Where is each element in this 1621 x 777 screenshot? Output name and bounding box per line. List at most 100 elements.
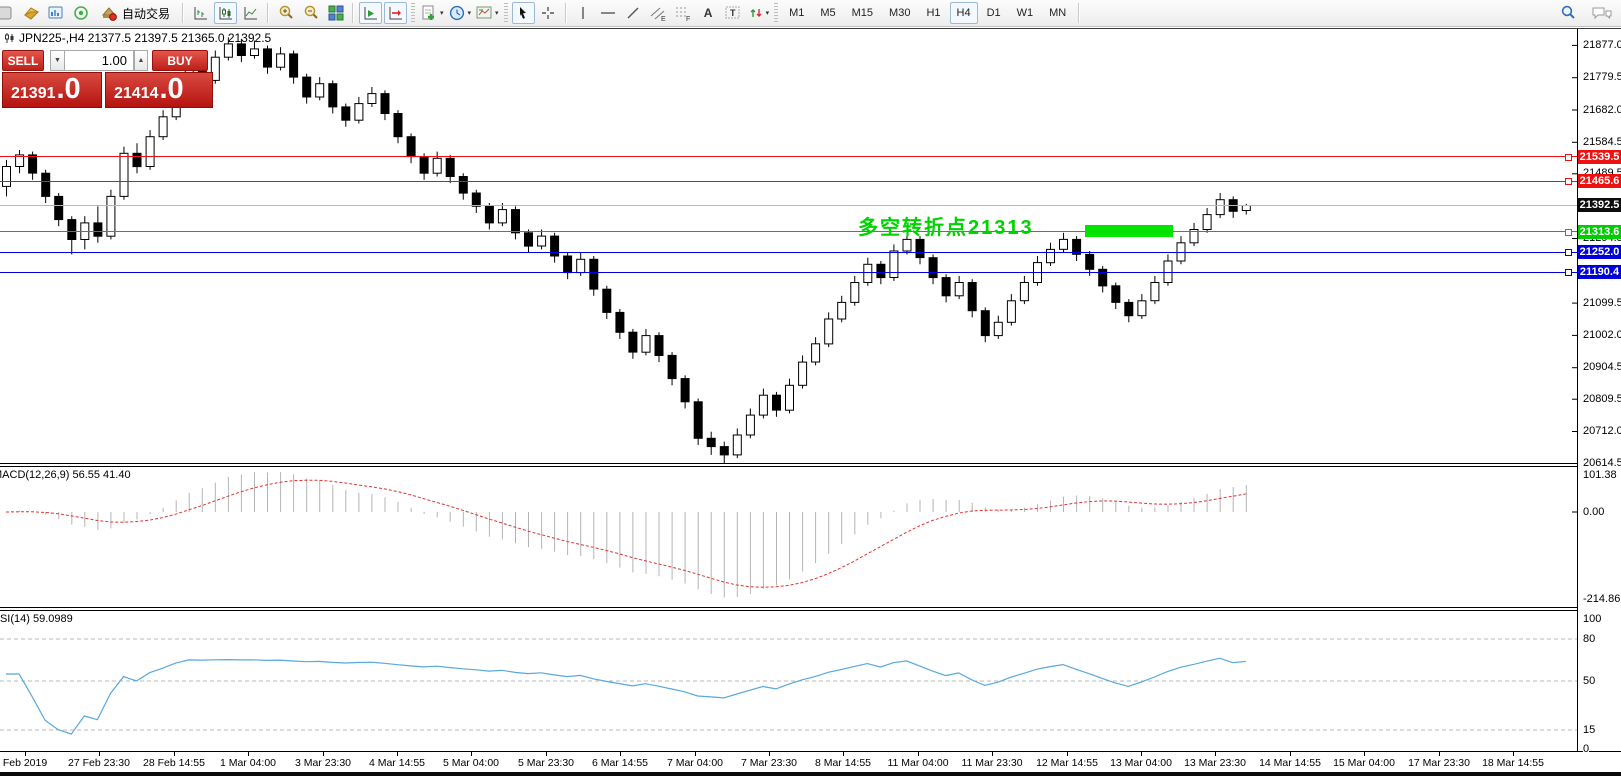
bar-chart-icon[interactable]	[189, 2, 212, 24]
svg-text:F: F	[686, 16, 690, 22]
fibonacci-tool-icon[interactable]: F	[672, 2, 695, 24]
level-anchor-handle[interactable]	[1565, 178, 1572, 185]
svg-text:E: E	[661, 16, 666, 22]
macd-pane-canvas[interactable]	[0, 467, 1577, 607]
chart-title: JPN225-,H4 21377.5 21397.5 21365.0 21392…	[3, 31, 271, 45]
volume-decrease-button[interactable]: ▼	[50, 50, 64, 71]
volume-input[interactable]	[64, 50, 134, 71]
zoom-in-icon[interactable]	[274, 2, 297, 24]
sell-price-frac: .0	[56, 73, 81, 105]
level-anchor-handle[interactable]	[1565, 229, 1572, 236]
time-axis-tick	[620, 752, 621, 756]
rsi-axis-label: 100	[1583, 613, 1602, 625]
toolbar-right-group	[1555, 2, 1615, 24]
crosshair-icon[interactable]	[537, 2, 560, 24]
time-axis-tick	[99, 752, 100, 756]
time-axis-label: 3 Mar 23:30	[294, 757, 352, 769]
clipped-icon[interactable]	[0, 2, 17, 24]
price-level-badge: 21313.6	[1578, 225, 1621, 239]
time-axis-tick	[546, 752, 547, 756]
price-axis-label: 21682.0	[1583, 104, 1621, 116]
level-anchor-handle[interactable]	[1565, 269, 1572, 276]
timeframe-m1[interactable]: M1	[789, 7, 805, 19]
rsi-pane-canvas[interactable]	[0, 611, 1577, 751]
time-axis-tick	[1141, 752, 1142, 756]
price-level-line[interactable]	[0, 272, 1577, 273]
text-tool-icon[interactable]: A	[703, 6, 713, 20]
auto-trading-button[interactable]: 自动交易	[94, 2, 177, 24]
cursor-icon[interactable]	[511, 2, 535, 24]
pivot-highlight-band[interactable]	[1085, 225, 1173, 237]
chart-title-icon	[5, 33, 14, 43]
sell-button[interactable]: SELL	[2, 50, 44, 71]
price-axis-label: 21877.0	[1583, 39, 1621, 51]
zoom-out-icon[interactable]	[299, 2, 322, 24]
new-order-icon[interactable]	[19, 2, 42, 24]
buy-price-button[interactable]: 21414 .0	[105, 72, 213, 108]
chart-shift-icon[interactable]	[384, 2, 408, 24]
pane-separator[interactable]	[0, 463, 1577, 467]
time-axis-tick	[1513, 752, 1514, 756]
signals-icon[interactable]	[69, 2, 92, 24]
rsi-axis-label: 50	[1583, 675, 1596, 687]
price-chart-canvas[interactable]	[0, 29, 1577, 463]
vertical-line-tool-icon[interactable]	[572, 2, 595, 24]
chevron-down-icon: ▾	[765, 10, 770, 17]
indicators-button[interactable]: ▾	[419, 2, 445, 24]
profiles-icon[interactable]	[44, 2, 67, 24]
buy-button[interactable]: BUY	[152, 50, 208, 71]
price-level-badge: 21465.6	[1578, 174, 1621, 188]
chat-icon[interactable]	[1590, 2, 1614, 24]
timeframe-m30[interactable]: M30	[889, 7, 911, 19]
macd-axis-label: 101.38	[1583, 469, 1617, 481]
trade-panel-price-row: 21391 .0 21414 .0	[2, 72, 214, 108]
level-anchor-handle[interactable]	[1565, 154, 1572, 161]
level-anchor-handle[interactable]	[1565, 249, 1572, 256]
timeframe-d1[interactable]: D1	[986, 7, 1001, 19]
toolbar-grip	[774, 3, 779, 23]
search-icon[interactable]	[1556, 2, 1579, 24]
time-axis-tick	[471, 752, 472, 756]
arrows-tool-button[interactable]: ▾	[747, 2, 771, 24]
time-axis-label: 7 Mar 23:30	[740, 757, 798, 769]
price-axis-label: 21779.5	[1583, 71, 1621, 83]
price-axis-label: 20712.0	[1583, 425, 1621, 437]
equidistant-channel-tool-icon[interactable]: E	[647, 2, 670, 24]
timeframe-h1[interactable]: H1	[926, 7, 941, 19]
timeframe-w1[interactable]: W1	[1016, 7, 1034, 19]
line-chart-icon[interactable]	[239, 2, 262, 24]
horizontal-line-tool-icon[interactable]	[597, 2, 620, 24]
price-level-line[interactable]	[0, 231, 1577, 232]
auto-trading-icon	[101, 7, 117, 21]
trendline-tool-icon[interactable]	[622, 2, 645, 24]
periods-button[interactable]: ▾	[447, 2, 473, 24]
candlestick-chart-icon[interactable]	[214, 2, 238, 24]
chart-window: 多空转折点21313 JPN225-,H4 21377.5 21397.5 21…	[0, 28, 1621, 776]
time-axis-tick	[1364, 752, 1365, 756]
time-axis-label: 17 Mar 23:30	[1408, 757, 1470, 769]
tile-windows-icon[interactable]	[324, 2, 347, 24]
time-axis-label: 15 Mar 04:00	[1333, 757, 1395, 769]
time-axis-label: 5 Mar 23:30	[517, 757, 575, 769]
templates-button[interactable]: ▾	[474, 2, 500, 24]
indicators-icon	[422, 5, 435, 20]
price-level-line[interactable]	[0, 181, 1577, 182]
pivot-annotation-text[interactable]: 多空转折点21313	[858, 217, 1034, 239]
timeframe-h4[interactable]: H4	[949, 2, 978, 24]
rsi-axis-label: 80	[1583, 633, 1596, 645]
template-icon	[476, 6, 492, 19]
price-level-line[interactable]	[0, 156, 1577, 157]
timeframe-m5[interactable]: M5	[820, 7, 836, 19]
auto-scroll-icon[interactable]	[359, 2, 383, 24]
timeframe-m15[interactable]: M15	[851, 7, 874, 19]
price-level-line[interactable]	[0, 205, 1577, 206]
price-level-line[interactable]	[0, 252, 1577, 253]
pane-separator[interactable]	[0, 607, 1577, 611]
sell-price-button[interactable]: 21391 .0	[2, 72, 102, 108]
timeframe-mn[interactable]: MN	[1049, 7, 1067, 19]
text-label-tool-icon[interactable]: T	[722, 2, 745, 24]
volume-increase-button[interactable]: ▲	[134, 50, 148, 71]
time-axis-tick	[1439, 752, 1440, 756]
toolbar-grip	[503, 3, 508, 23]
